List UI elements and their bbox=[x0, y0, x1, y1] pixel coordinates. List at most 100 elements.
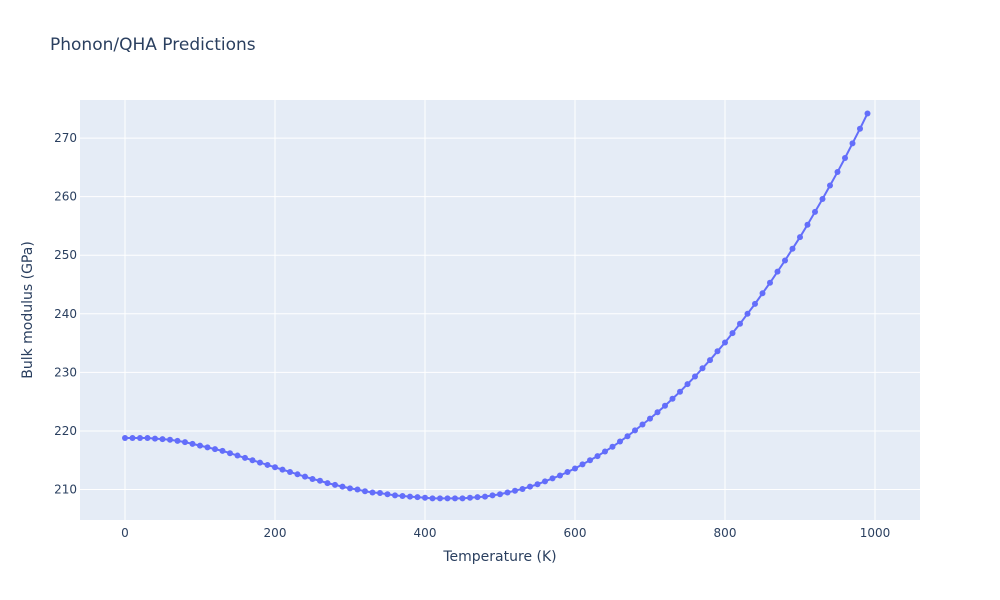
data-point[interactable] bbox=[204, 444, 211, 451]
data-point[interactable] bbox=[609, 443, 616, 450]
data-point[interactable] bbox=[279, 466, 286, 473]
data-point[interactable] bbox=[152, 435, 158, 442]
data-point[interactable] bbox=[542, 478, 548, 485]
data-point[interactable] bbox=[827, 182, 833, 189]
data-point[interactable] bbox=[519, 485, 526, 492]
data-point[interactable] bbox=[257, 459, 263, 466]
data-point[interactable] bbox=[594, 453, 601, 460]
data-point[interactable] bbox=[557, 472, 563, 479]
data-point[interactable] bbox=[767, 279, 773, 286]
data-point[interactable] bbox=[804, 221, 811, 228]
data-point[interactable] bbox=[774, 268, 781, 275]
data-point[interactable] bbox=[249, 457, 256, 464]
data-point[interactable] bbox=[744, 310, 751, 317]
data-point[interactable] bbox=[812, 208, 818, 215]
data-point[interactable] bbox=[219, 447, 226, 454]
data-point[interactable] bbox=[354, 486, 361, 493]
data-point[interactable] bbox=[789, 245, 796, 252]
data-point[interactable] bbox=[677, 388, 683, 395]
data-point[interactable] bbox=[662, 402, 668, 409]
data-point[interactable] bbox=[849, 140, 856, 147]
data-point[interactable] bbox=[699, 365, 706, 372]
data-point[interactable] bbox=[317, 477, 323, 484]
data-point[interactable] bbox=[122, 434, 128, 441]
data-point[interactable] bbox=[392, 492, 398, 499]
data-point[interactable] bbox=[324, 480, 331, 487]
data-point[interactable] bbox=[159, 436, 166, 443]
data-point[interactable] bbox=[819, 196, 826, 202]
data-point[interactable] bbox=[347, 485, 353, 492]
data-point[interactable] bbox=[714, 348, 721, 355]
data-point[interactable] bbox=[737, 320, 743, 327]
data-point[interactable] bbox=[414, 494, 421, 501]
data-point[interactable] bbox=[654, 409, 661, 416]
data-point[interactable] bbox=[234, 452, 241, 459]
data-point[interactable] bbox=[189, 440, 196, 447]
data-point[interactable] bbox=[272, 464, 278, 471]
data-point[interactable] bbox=[834, 169, 841, 176]
data-point[interactable] bbox=[407, 493, 413, 500]
data-point[interactable] bbox=[182, 439, 188, 446]
data-point[interactable] bbox=[422, 494, 428, 501]
data-point[interactable] bbox=[602, 448, 608, 455]
data-point[interactable] bbox=[549, 475, 556, 482]
data-point[interactable] bbox=[309, 476, 316, 482]
data-point[interactable] bbox=[759, 290, 766, 297]
data-point[interactable] bbox=[362, 488, 368, 495]
data-point[interactable] bbox=[692, 373, 698, 380]
data-point[interactable] bbox=[587, 457, 593, 464]
data-point[interactable] bbox=[174, 437, 181, 444]
data-point[interactable] bbox=[707, 357, 713, 364]
data-point[interactable] bbox=[197, 442, 203, 449]
data-point[interactable] bbox=[144, 434, 151, 441]
data-point[interactable] bbox=[429, 495, 436, 502]
data-point[interactable] bbox=[512, 487, 518, 494]
data-point[interactable] bbox=[242, 454, 248, 461]
data-point[interactable] bbox=[782, 257, 788, 264]
data-point[interactable] bbox=[467, 494, 473, 501]
data-point[interactable] bbox=[444, 495, 451, 502]
data-point[interactable] bbox=[129, 434, 136, 441]
data-point[interactable] bbox=[227, 450, 233, 457]
data-point[interactable] bbox=[384, 491, 391, 498]
data-point[interactable] bbox=[437, 495, 443, 502]
data-point[interactable] bbox=[339, 483, 346, 490]
data-point[interactable] bbox=[482, 493, 488, 500]
data-point[interactable] bbox=[137, 434, 143, 441]
data-point[interactable] bbox=[212, 446, 218, 453]
data-point[interactable] bbox=[722, 339, 728, 346]
data-point[interactable] bbox=[167, 436, 173, 443]
data-point[interactable] bbox=[579, 461, 586, 468]
data-point[interactable] bbox=[669, 395, 676, 402]
data-point[interactable] bbox=[489, 492, 496, 499]
data-point[interactable] bbox=[797, 234, 803, 241]
data-point[interactable] bbox=[369, 489, 376, 496]
data-point[interactable] bbox=[377, 490, 383, 497]
data-point[interactable] bbox=[857, 125, 863, 132]
data-point[interactable] bbox=[399, 492, 406, 499]
data-point[interactable] bbox=[729, 330, 736, 337]
data-point[interactable] bbox=[564, 468, 571, 475]
data-point[interactable] bbox=[632, 427, 638, 434]
data-point[interactable] bbox=[864, 110, 871, 117]
data-point[interactable] bbox=[459, 495, 466, 502]
data-point[interactable] bbox=[474, 494, 481, 501]
data-point[interactable] bbox=[647, 415, 653, 422]
data-point[interactable] bbox=[264, 461, 271, 468]
data-point[interactable] bbox=[452, 495, 458, 502]
data-point[interactable] bbox=[332, 481, 338, 488]
data-point[interactable] bbox=[752, 300, 758, 307]
data-point[interactable] bbox=[302, 473, 308, 480]
data-point[interactable] bbox=[504, 489, 511, 496]
data-point[interactable] bbox=[534, 481, 541, 488]
data-point[interactable] bbox=[287, 468, 293, 475]
data-point[interactable] bbox=[527, 483, 533, 490]
data-point[interactable] bbox=[617, 438, 623, 445]
data-point[interactable] bbox=[497, 491, 503, 498]
data-point[interactable] bbox=[572, 465, 578, 472]
data-point[interactable] bbox=[294, 471, 301, 478]
data-point[interactable] bbox=[684, 381, 691, 388]
data-point[interactable] bbox=[639, 421, 646, 428]
data-point[interactable] bbox=[624, 433, 631, 440]
data-point[interactable] bbox=[842, 154, 848, 161]
